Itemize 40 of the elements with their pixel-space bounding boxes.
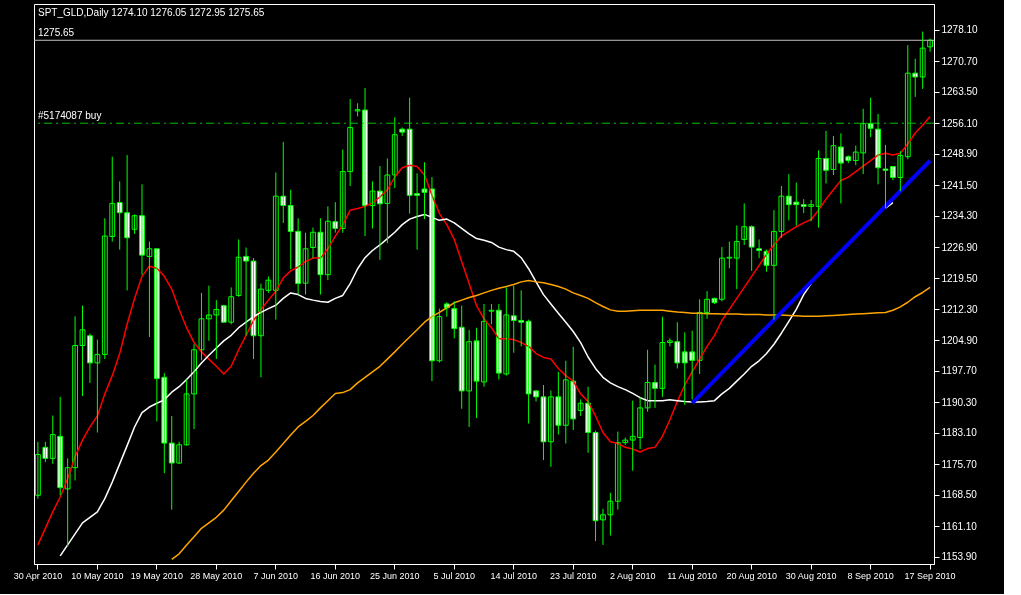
y-tick-label: 1256.10 [941,117,979,129]
ref-line-label: #5174087 buy [38,110,102,122]
y-tick-label: 1278.10 [941,24,979,36]
y-tick-label: 1153.90 [941,551,978,563]
candlestick [399,126,406,137]
x-tick-label: 28 May 2010 [190,570,243,581]
y-tick-label: 1219.50 [941,272,979,284]
x-tick-label: 14 Jul 2010 [490,570,538,581]
x-tick-label: 5 Jul 2010 [433,570,476,581]
x-tick-label: 23 Jul 2010 [549,570,597,581]
y-tick-label: 1270.70 [941,55,979,67]
x-tick-label: 17 Sep 2010 [904,570,956,581]
x-tick-label: 30 Aug 2010 [785,570,837,581]
ref-line-label: 1275.65 [38,27,75,39]
y-tick-label: 1190.30 [941,396,978,408]
x-tick-label: 2 Aug 2010 [609,570,656,581]
x-tick-label: 7 Jun 2010 [253,570,299,581]
x-tick-label: 8 Sep 2010 [847,570,894,581]
x-tick-label: 25 Jun 2010 [370,570,420,581]
y-tick-label: 1212.30 [941,303,979,315]
x-tick-label: 30 Apr 2010 [13,570,63,581]
y-tick-label: 1234.30 [941,210,979,222]
y-tick-label: 1183.10 [941,427,978,439]
x-tick-label: 16 Jun 2010 [310,570,361,581]
y-tick-label: 1197.70 [941,365,978,377]
line-series [170,279,931,561]
y-tick-label: 1204.90 [941,334,979,346]
y-tick-label: 1263.50 [941,86,979,98]
y-tick-label: 1161.10 [941,520,978,532]
y-tick-label: 1226.90 [941,241,979,253]
x-tick-label: 19 May 2010 [130,570,183,581]
x-tick-label: 10 May 2010 [71,570,124,581]
x-tick-label: 11 Aug 2010 [667,570,718,581]
y-tick-label: 1248.90 [941,148,979,160]
y-tick-label: 1241.50 [941,179,979,191]
candlestick [919,31,926,90]
x-tick-label: 20 Aug 2010 [726,570,777,581]
y-tick-label: 1175.70 [941,458,978,470]
y-tick-label: 1168.50 [941,489,978,501]
chart-title: SPT_GLD,Daily 1274.10 1276.05 1272.95 1275.65 [38,7,265,18]
